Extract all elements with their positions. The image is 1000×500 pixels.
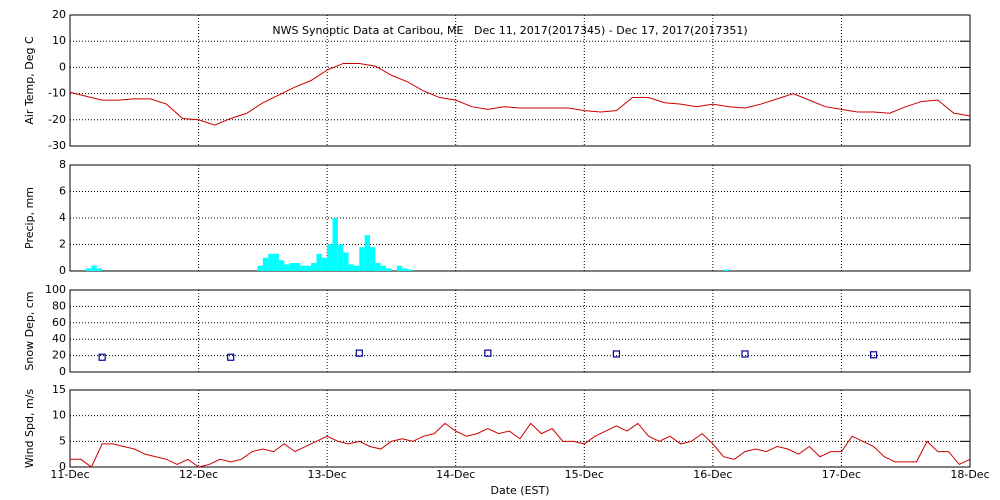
plot-frame	[69, 289, 971, 373]
y-tick-label: 2	[59, 238, 66, 251]
bar	[348, 264, 354, 271]
y-tick-label: -30	[48, 139, 66, 152]
bar	[316, 253, 322, 271]
bar	[370, 247, 376, 271]
bar	[364, 235, 370, 271]
point	[612, 350, 621, 358]
bar	[257, 265, 263, 271]
chart-title: NWS Synoptic Data at Caribou, ME Dec 11,…	[272, 24, 747, 37]
bar	[407, 269, 413, 271]
y-axis-label: Precip, mm	[23, 187, 36, 249]
y-tick-label: 10	[52, 409, 66, 422]
bar	[359, 247, 365, 271]
y-tick-label: 6	[59, 185, 66, 198]
y-tick-label: 20	[52, 8, 66, 21]
y-tick-label: 10	[52, 34, 66, 47]
y-tick-label: 20	[52, 349, 66, 362]
point	[869, 351, 878, 359]
point	[98, 353, 106, 361]
x-axis-label: Date (EST)	[490, 484, 549, 497]
y-tick-label: -20	[48, 113, 66, 126]
y-tick-label: 8	[59, 158, 66, 171]
point	[484, 349, 492, 357]
point	[355, 349, 363, 357]
y-tick-label: 60	[52, 316, 66, 329]
plot-frame	[69, 14, 971, 147]
bar	[380, 265, 387, 271]
y-tick-label: 4	[59, 211, 66, 224]
y-tick-label: 0	[59, 460, 66, 473]
y-axis-label: Snow Dep, cm	[23, 291, 36, 370]
data-line	[69, 62, 971, 126]
bar	[386, 268, 392, 271]
x-tick-label: 15-Dec	[565, 468, 604, 481]
x-tick-label: 14-Dec	[436, 468, 475, 481]
y-tick-label: 100	[45, 283, 66, 296]
bar	[321, 257, 328, 271]
bar	[343, 252, 349, 271]
y-tick-label: 80	[52, 299, 66, 312]
y-tick-label: 5	[59, 434, 66, 447]
x-tick-label: 16-Dec	[693, 468, 732, 481]
bar	[289, 263, 295, 271]
y-tick-label: -10	[48, 87, 66, 100]
x-tick-label: 11-Dec	[50, 468, 89, 481]
bar	[332, 218, 338, 271]
bar	[723, 269, 729, 271]
y-tick-label: 0	[59, 264, 66, 277]
x-tick-label: 18-Dec	[950, 468, 989, 481]
bar	[300, 265, 306, 271]
y-tick-label: 15	[52, 383, 66, 396]
x-tick-label: 12-Dec	[179, 468, 218, 481]
bar	[305, 265, 312, 271]
plot-frame	[69, 389, 971, 468]
bar	[337, 244, 344, 271]
bar	[396, 265, 403, 271]
point	[227, 353, 235, 361]
bar	[327, 244, 333, 271]
bar	[268, 253, 274, 271]
bar	[86, 268, 92, 271]
x-tick-label: 13-Dec	[308, 468, 347, 481]
point	[741, 350, 749, 358]
y-tick-label: 0	[59, 365, 66, 378]
y-axis-label: Air Temp, Deg C	[23, 36, 36, 125]
plot-frame	[69, 164, 971, 272]
bar	[96, 268, 103, 271]
bar	[402, 268, 408, 271]
bar	[353, 265, 360, 271]
y-tick-label: 40	[52, 332, 66, 345]
bar	[284, 264, 290, 271]
y-tick-label: 0	[59, 60, 66, 73]
bar	[273, 253, 279, 271]
bar	[278, 260, 285, 271]
bar	[375, 263, 381, 271]
x-tick-label: 17-Dec	[822, 468, 861, 481]
bar	[311, 263, 317, 271]
bar	[262, 257, 269, 271]
data-line	[70, 422, 971, 468]
bar	[295, 263, 301, 271]
y-axis-label: Wind Spd, m/s	[23, 389, 36, 469]
bar	[91, 265, 97, 271]
